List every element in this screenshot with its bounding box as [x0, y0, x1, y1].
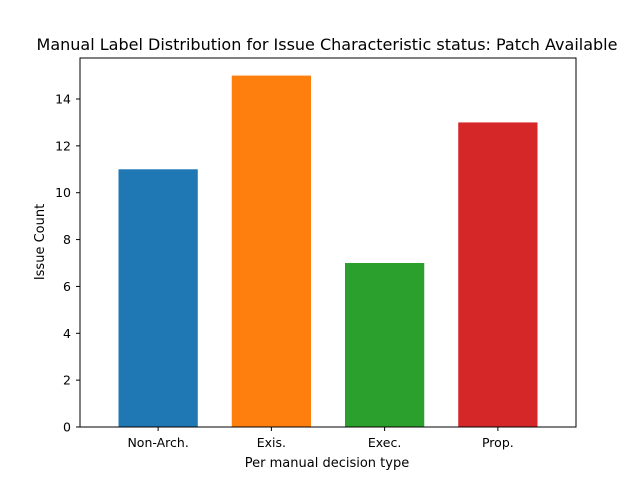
bar-exis [231, 75, 312, 428]
bar-non-arch [118, 169, 198, 428]
x-tick-label: Prop. [482, 435, 514, 450]
y-tick-label: 6 [63, 279, 71, 294]
bar-prop [458, 122, 538, 427]
bars-group [118, 75, 538, 428]
plot-frame [79, 57, 577, 428]
y-axis-label: Issue Count [33, 204, 48, 280]
y-tick-label: 10 [55, 185, 71, 200]
x-tick-label: Non-Arch. [127, 435, 188, 450]
y-tick-label: 2 [63, 373, 71, 388]
x-tick-label: Exec. [368, 435, 401, 450]
x-tick-label: Exis. [257, 435, 286, 450]
y-axis-ticks: 0 2 4 6 8 10 12 14 [55, 92, 80, 435]
y-tick-label: 0 [63, 420, 71, 435]
x-axis-label: Per manual decision type [245, 456, 409, 471]
y-tick-label: 14 [55, 92, 71, 107]
y-tick-label: 12 [55, 138, 71, 153]
y-tick-label: 4 [63, 326, 71, 341]
chart-title: Manual Label Distribution for Issue Char… [37, 35, 618, 54]
bar-exec [344, 263, 425, 427]
x-axis-ticks: Non-Arch. Exis. Exec. Prop. [127, 427, 514, 450]
y-tick-label: 8 [63, 232, 71, 247]
